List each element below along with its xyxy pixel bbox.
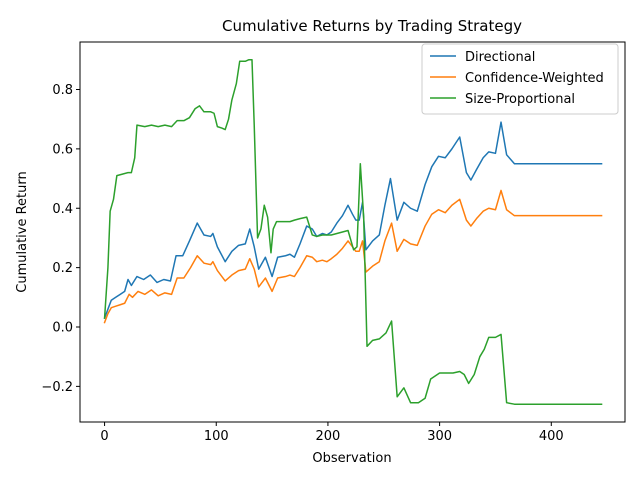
y-tick-label: 0.2 (52, 261, 73, 276)
legend-label: Size-Proportional (465, 92, 575, 107)
x-axis: 0 100 200 300 400 (100, 422, 564, 444)
series-line-size-proportional (103, 59, 603, 405)
y-axis-label: Cumulative Return (15, 171, 30, 292)
x-tick-label: 0 (100, 429, 108, 444)
legend-label: Directional (465, 50, 535, 65)
x-tick-label: 200 (316, 429, 341, 444)
y-axis: −0.2 0.0 0.2 0.4 0.6 0.8 (41, 83, 80, 395)
x-axis-label: Observation (312, 451, 391, 466)
y-tick-label: −0.2 (41, 380, 73, 395)
plot-frame (79, 41, 626, 423)
x-tick-label: 100 (204, 429, 229, 444)
series-line-directional (103, 121, 603, 320)
x-tick-label: 400 (539, 429, 564, 444)
chart-title: Cumulative Returns by Trading Strategy (222, 17, 522, 35)
series-layer (103, 59, 603, 405)
legend: Directional Confidence-Weighted Size-Propo… (421, 43, 619, 115)
x-tick-label: 300 (427, 429, 452, 444)
y-tick-label: 0.0 (52, 321, 73, 336)
y-tick-label: 0.4 (52, 202, 73, 217)
y-tick-label: 0.8 (52, 83, 73, 98)
legend-box (421, 43, 619, 115)
series-line-confidence-weighted (103, 189, 603, 324)
legend-label: Confidence-Weighted (465, 71, 604, 86)
y-tick-label: 0.6 (52, 142, 73, 157)
